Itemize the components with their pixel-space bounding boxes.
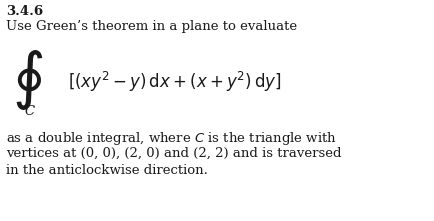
Text: $[(xy^2 - y)\,\mathrm{d}x + (x + y^2)\,\mathrm{d}y]$: $[(xy^2 - y)\,\mathrm{d}x + (x + y^2)\,\…	[68, 70, 281, 94]
Text: 3.4.6: 3.4.6	[6, 5, 43, 18]
Text: Use Green’s theorem in a plane to evaluate: Use Green’s theorem in a plane to evalua…	[6, 20, 296, 33]
Text: $\oint$: $\oint$	[12, 48, 43, 112]
Text: in the anticlockwise direction.: in the anticlockwise direction.	[6, 164, 207, 177]
Text: vertices at (0, 0), (2, 0) and (2, 2) and is traversed: vertices at (0, 0), (2, 0) and (2, 2) an…	[6, 147, 341, 160]
Text: C: C	[25, 105, 35, 118]
Text: as a double integral, where $C$ is the triangle with: as a double integral, where $C$ is the t…	[6, 130, 336, 147]
